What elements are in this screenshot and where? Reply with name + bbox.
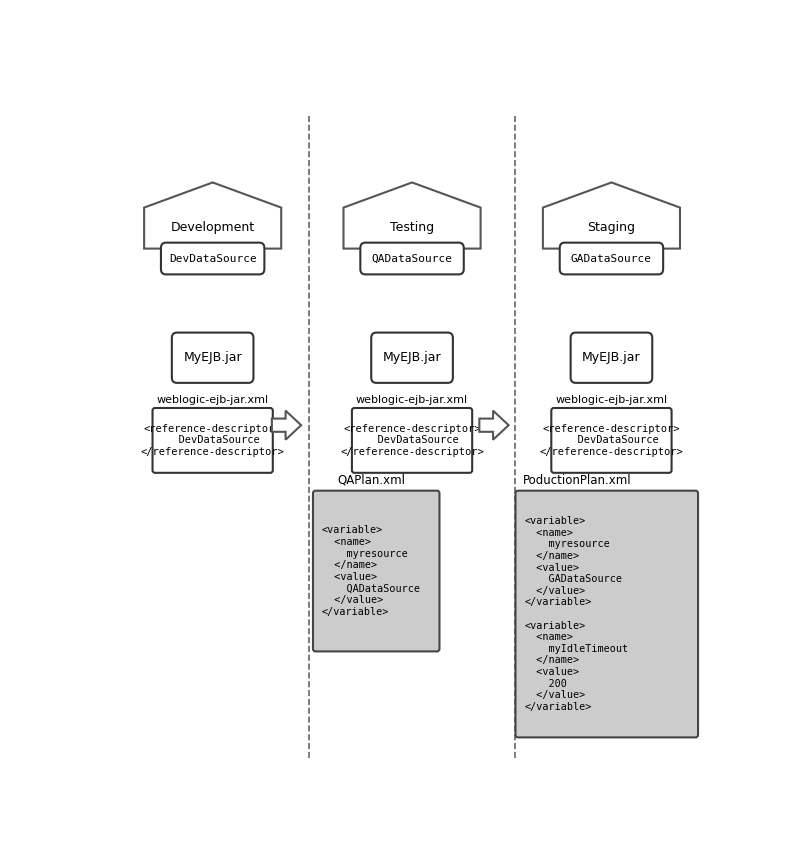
FancyBboxPatch shape: [360, 242, 463, 274]
Polygon shape: [343, 182, 480, 248]
Text: Staging: Staging: [587, 221, 634, 234]
Text: weblogic-ejb-jar.xml: weblogic-ejb-jar.xml: [356, 395, 467, 405]
Text: PoductionPlan.xml: PoductionPlan.xml: [522, 473, 630, 487]
Text: MyEJB.jar: MyEJB.jar: [581, 351, 640, 364]
FancyBboxPatch shape: [312, 490, 439, 651]
FancyBboxPatch shape: [161, 242, 264, 274]
FancyBboxPatch shape: [551, 408, 671, 472]
FancyBboxPatch shape: [570, 332, 651, 383]
Text: Development: Development: [170, 221, 255, 234]
FancyBboxPatch shape: [559, 242, 662, 274]
Polygon shape: [271, 411, 301, 440]
Text: GADataSource: GADataSource: [570, 253, 651, 264]
FancyBboxPatch shape: [172, 332, 253, 383]
Text: MyEJB.jar: MyEJB.jar: [183, 351, 242, 364]
Polygon shape: [479, 411, 508, 440]
Text: QAPlan.xml: QAPlan.xml: [337, 473, 405, 487]
Text: DevDataSource: DevDataSource: [169, 253, 256, 264]
FancyBboxPatch shape: [153, 408, 272, 472]
Text: <variable>
  <name>
    myresource
  </name>
  <value>
    QADataSource
  </valu: <variable> <name> myresource </name> <va…: [321, 526, 419, 617]
Polygon shape: [144, 182, 281, 248]
FancyBboxPatch shape: [352, 408, 471, 472]
Text: <variable>
  <name>
    myresource
  </name>
  <value>
    GADataSource
  </valu: <variable> <name> myresource </name> <va…: [524, 516, 628, 712]
Text: <reference-descriptor>
  DevDataSource
</reference-descriptor>: <reference-descriptor> DevDataSource </r…: [340, 423, 483, 457]
Polygon shape: [542, 182, 679, 248]
Text: QADataSource: QADataSource: [371, 253, 452, 264]
Text: MyEJB.jar: MyEJB.jar: [382, 351, 441, 364]
Text: weblogic-ejb-jar.xml: weblogic-ejb-jar.xml: [157, 395, 268, 405]
Text: Testing: Testing: [389, 221, 434, 234]
Text: <reference-descriptor>
  DevDataSource
</reference-descriptor>: <reference-descriptor> DevDataSource </r…: [141, 423, 284, 457]
Text: weblogic-ejb-jar.xml: weblogic-ejb-jar.xml: [555, 395, 666, 405]
FancyBboxPatch shape: [371, 332, 452, 383]
Text: <reference-descriptor>
  DevDataSource
</reference-descriptor>: <reference-descriptor> DevDataSource </r…: [539, 423, 683, 457]
FancyBboxPatch shape: [515, 490, 697, 737]
